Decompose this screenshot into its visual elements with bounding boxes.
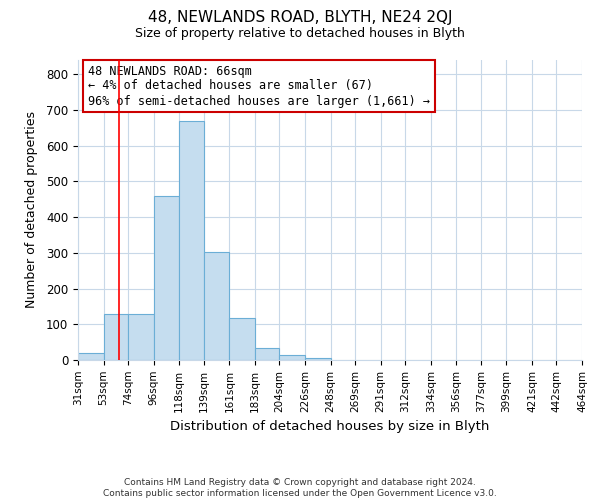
Bar [78,353,104,360]
Bar [229,318,255,360]
Bar [204,252,229,360]
Bar [255,348,280,360]
Bar [104,314,128,360]
X-axis label: Distribution of detached houses by size in Blyth: Distribution of detached houses by size … [170,420,490,433]
Bar [154,196,179,360]
Bar [128,314,154,360]
Bar [280,355,305,360]
Bar [179,122,204,360]
Text: 48, NEWLANDS ROAD, BLYTH, NE24 2QJ: 48, NEWLANDS ROAD, BLYTH, NE24 2QJ [148,10,452,25]
Text: Contains HM Land Registry data © Crown copyright and database right 2024.
Contai: Contains HM Land Registry data © Crown c… [103,478,497,498]
Y-axis label: Number of detached properties: Number of detached properties [25,112,38,308]
Bar [305,358,331,360]
Text: Size of property relative to detached houses in Blyth: Size of property relative to detached ho… [135,28,465,40]
Text: 48 NEWLANDS ROAD: 66sqm
← 4% of detached houses are smaller (67)
96% of semi-det: 48 NEWLANDS ROAD: 66sqm ← 4% of detached… [88,64,430,108]
